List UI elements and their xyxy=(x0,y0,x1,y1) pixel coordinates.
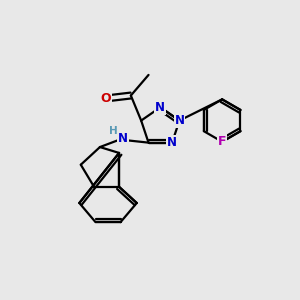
Text: N: N xyxy=(167,136,177,149)
Text: O: O xyxy=(100,92,111,105)
Text: H: H xyxy=(109,126,118,136)
Text: N: N xyxy=(174,114,184,127)
Text: N: N xyxy=(118,133,128,146)
Text: N: N xyxy=(155,101,165,114)
Text: F: F xyxy=(218,135,226,148)
